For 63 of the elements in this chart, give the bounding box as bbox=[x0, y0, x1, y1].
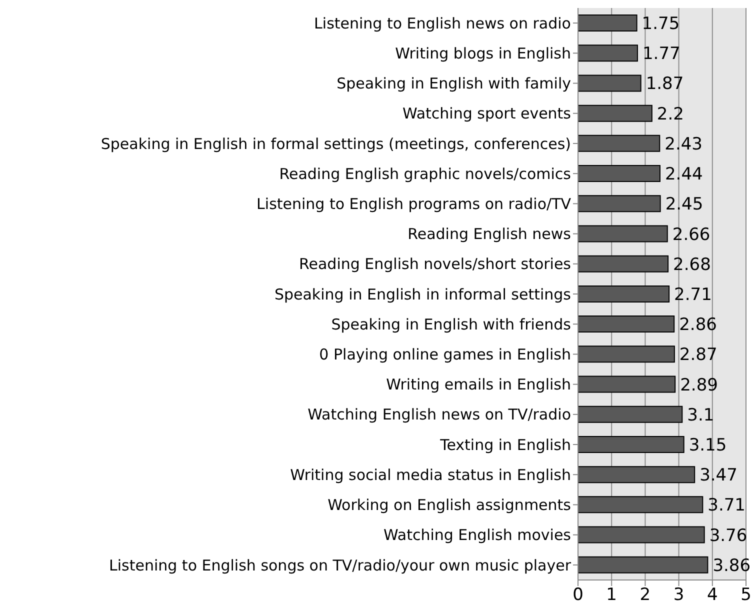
y-tick-label: Watching sport events bbox=[402, 104, 572, 123]
data-label: 3.76 bbox=[709, 526, 748, 546]
y-tick-label: 0 Playing online games in English bbox=[319, 346, 571, 364]
x-tick-label: 0 bbox=[572, 585, 584, 606]
bar bbox=[578, 44, 638, 62]
bar bbox=[578, 466, 696, 484]
y-tick-label: Writing emails in English bbox=[386, 376, 571, 394]
data-label: 2.66 bbox=[672, 224, 710, 245]
data-label: 2.68 bbox=[673, 254, 711, 275]
bar bbox=[578, 74, 642, 92]
bar bbox=[578, 376, 676, 393]
data-label: 3.15 bbox=[688, 436, 727, 456]
bar bbox=[578, 526, 705, 544]
bar bbox=[578, 436, 684, 453]
bar bbox=[578, 14, 638, 32]
data-label: 1.77 bbox=[642, 44, 680, 64]
bar bbox=[578, 346, 675, 363]
data-label: 2.71 bbox=[674, 284, 712, 305]
y-tick-label: Speaking in English with friends bbox=[331, 315, 572, 334]
data-label: 3.86 bbox=[712, 556, 751, 576]
y-tick-label: Watching English news on TV/radio bbox=[308, 406, 571, 424]
y-tick-label: Listening to English programs on radio/TV bbox=[256, 195, 572, 214]
x-tick-label: 1 bbox=[606, 585, 618, 606]
bar bbox=[578, 285, 670, 302]
bar bbox=[578, 406, 683, 423]
bar bbox=[578, 134, 660, 152]
bar bbox=[578, 165, 660, 182]
bar bbox=[578, 556, 708, 574]
y-tick-label: Speaking in English in formal settings (meetings, conferences) bbox=[100, 134, 571, 153]
y-tick-label: Listening to English songs on TV/radio/your own music player bbox=[109, 556, 572, 574]
y-tick-label: Watching English movies bbox=[384, 526, 572, 544]
bar bbox=[578, 104, 652, 122]
bar bbox=[578, 496, 704, 514]
x-tick-label: 4 bbox=[706, 585, 718, 606]
x-tick-label: 3 bbox=[673, 585, 684, 606]
y-tick-label: Texting in English bbox=[439, 436, 571, 454]
y-tick-label: Listening to English news on radio bbox=[314, 14, 571, 32]
data-label: 3.1 bbox=[687, 405, 714, 426]
data-label: 2.44 bbox=[664, 164, 703, 185]
data-label: 2.2 bbox=[656, 104, 684, 124]
bar bbox=[578, 195, 661, 212]
bar bbox=[578, 255, 669, 272]
data-label: 2.89 bbox=[680, 375, 718, 396]
y-tick-label: Reading English novels/short stories bbox=[299, 255, 572, 274]
x-tick-label: 2 bbox=[640, 585, 651, 606]
y-tick-label: Reading English news bbox=[408, 225, 572, 244]
y-tick-label: Speaking in English in informal settings bbox=[274, 285, 572, 304]
y-tick-label: Writing social media status in English bbox=[290, 466, 571, 484]
data-label: 1.87 bbox=[646, 74, 684, 94]
bar bbox=[578, 225, 668, 242]
x-tick-label: 5 bbox=[740, 585, 752, 606]
data-label: 2.45 bbox=[665, 194, 704, 215]
y-tick-label: Speaking in English with family bbox=[336, 74, 572, 93]
data-label: 2.43 bbox=[664, 134, 703, 154]
bar bbox=[578, 316, 675, 333]
y-tick-label: Writing blogs in English bbox=[395, 44, 571, 62]
data-label: 1.75 bbox=[642, 14, 680, 34]
y-tick-label: Reading English graphic novels/comics bbox=[279, 164, 572, 183]
data-label: 2.86 bbox=[679, 315, 717, 336]
y-tick-label: Working on English assignments bbox=[328, 496, 572, 514]
data-label: 3.47 bbox=[700, 466, 738, 486]
data-label: 3.71 bbox=[708, 496, 746, 516]
data-label: 2.87 bbox=[679, 345, 718, 366]
